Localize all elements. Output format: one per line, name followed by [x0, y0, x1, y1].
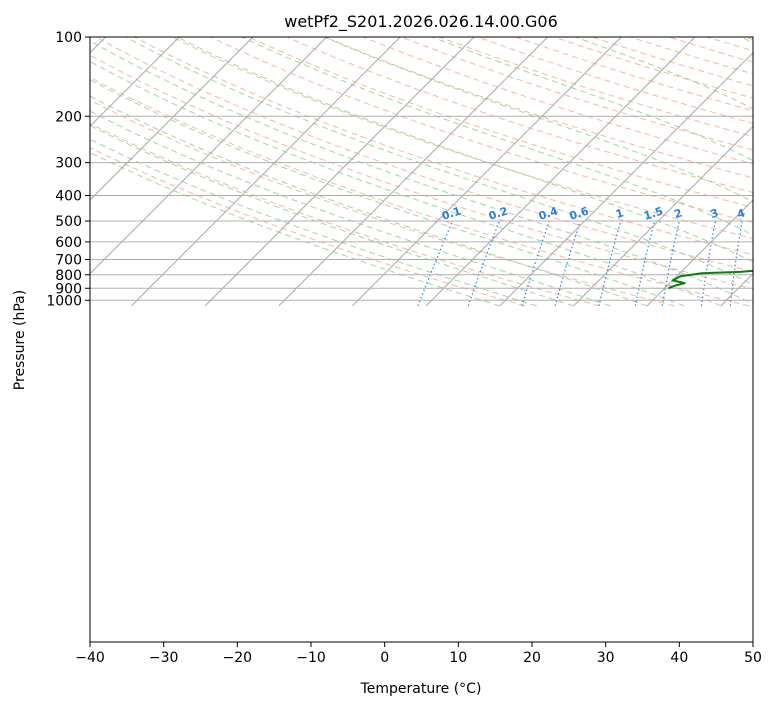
isotherm-line	[352, 37, 622, 307]
isotherm-line	[90, 37, 254, 201]
y-tick-label: 700	[55, 253, 82, 269]
isotherm-line	[90, 37, 180, 128]
y-tick-label: 200	[55, 109, 82, 125]
mixing-ratio-label: 2	[673, 206, 684, 221]
mixing-ratio-line	[598, 220, 622, 307]
x-tick-label: 40	[670, 650, 688, 666]
mixing-ratio-line	[467, 220, 500, 307]
x-axis-ticks: −40 −30 −20 −10 0 10 20 30 40 50	[75, 642, 762, 666]
plot-area: 0.10.20.40.611.52346810131620253036-100-…	[90, 37, 753, 307]
dry-adiabat-line	[515, 37, 753, 112]
mixing-ratio-lines	[417, 220, 743, 307]
y-tick-label: 600	[55, 235, 82, 251]
mixing-ratio-line	[417, 220, 454, 307]
mixing-ratio-label: 1	[614, 206, 625, 221]
dry-adiabat-line	[210, 37, 753, 224]
isotherm-line	[278, 37, 549, 307]
dry-adiabat-line	[90, 147, 526, 307]
moist-adiabat-line	[90, 79, 685, 307]
line-labels: 0.10.20.40.611.52346810131620253036-100-…	[440, 204, 747, 223]
moist-adiabat-line	[90, 40, 753, 305]
y-tick-label: 400	[55, 189, 82, 205]
chart-title: wetPf2_S201.2026.026.14.00.G06	[284, 12, 558, 32]
x-tick-label: 50	[744, 650, 762, 666]
mixing-ratio-line	[554, 220, 581, 307]
mixing-ratio-label: 4	[735, 206, 747, 221]
isotherm-line	[131, 37, 401, 307]
mixing-ratio-label: 0.6	[568, 204, 591, 222]
x-tick-label: −10	[296, 650, 326, 666]
mixing-ratio-label: 0.4	[537, 204, 560, 222]
dry-adiabat-line	[172, 37, 753, 240]
moist-adiabat-line	[90, 110, 611, 307]
dry-adiabat-line	[133, 37, 753, 256]
dry-adiabats	[90, 37, 753, 307]
moist-adiabat-line	[241, 37, 753, 236]
isotherm-line	[573, 125, 753, 307]
moist-adiabat-line	[125, 37, 753, 286]
x-tick-label: −30	[149, 650, 179, 666]
moist-adiabat-line	[176, 37, 753, 263]
x-tick-label: 10	[449, 650, 467, 666]
isotherm-line	[425, 37, 696, 307]
plot-frame	[89, 36, 754, 643]
x-tick-label: −20	[223, 650, 253, 666]
moist-adiabat-line	[90, 151, 500, 307]
dry-adiabat-line	[248, 37, 753, 208]
isotherm-line	[499, 51, 753, 307]
mixing-ratio-label: 3	[709, 206, 720, 221]
dry-adiabat-line	[591, 37, 753, 87]
x-tick-label: −40	[75, 650, 105, 666]
moist-adiabat-line	[90, 138, 537, 307]
pressure-gridlines	[90, 37, 753, 301]
moist-adiabat-line	[90, 95, 648, 307]
x-tick-label: 30	[597, 650, 615, 666]
dry-adiabat-line	[286, 37, 753, 193]
moist-adiabat-line	[431, 37, 753, 162]
mixing-ratio-label: 0.2	[487, 204, 510, 222]
moist-adiabat-line	[90, 60, 721, 307]
moist-adiabat-line	[323, 37, 753, 203]
y-tick-label: 100	[55, 30, 82, 46]
dry-adiabat-line	[90, 122, 600, 307]
y-tick-label: 300	[55, 156, 82, 172]
x-axis-label: Temperature (°C)	[360, 681, 482, 697]
y-tick-label: 500	[55, 214, 82, 230]
moist-adiabats	[90, 37, 753, 307]
isotherm-line	[90, 37, 328, 275]
y-tick-label: 800	[55, 268, 82, 284]
mixing-ratio-line	[634, 220, 656, 307]
isotherm-line	[646, 199, 753, 307]
isotherm-line	[204, 37, 475, 307]
y-tick-label: 1000	[46, 293, 82, 309]
mixing-ratio-label: 1.5	[642, 205, 665, 223]
x-tick-label: 20	[523, 650, 541, 666]
dry-adiabat-line	[90, 54, 753, 290]
dry-adiabat-line	[553, 37, 753, 99]
y-tick-label: 900	[55, 281, 82, 297]
mixing-ratio-label: 0.1	[440, 205, 463, 223]
mixing-ratio-line	[521, 220, 550, 307]
dry-adiabat-line	[324, 37, 753, 179]
dry-adiabat-line	[95, 37, 753, 273]
y-axis-label: Pressure (hPa)	[12, 290, 28, 390]
isotherms	[90, 37, 753, 307]
mixing-ratio-line	[661, 220, 680, 306]
x-tick-label: 0	[380, 650, 389, 666]
